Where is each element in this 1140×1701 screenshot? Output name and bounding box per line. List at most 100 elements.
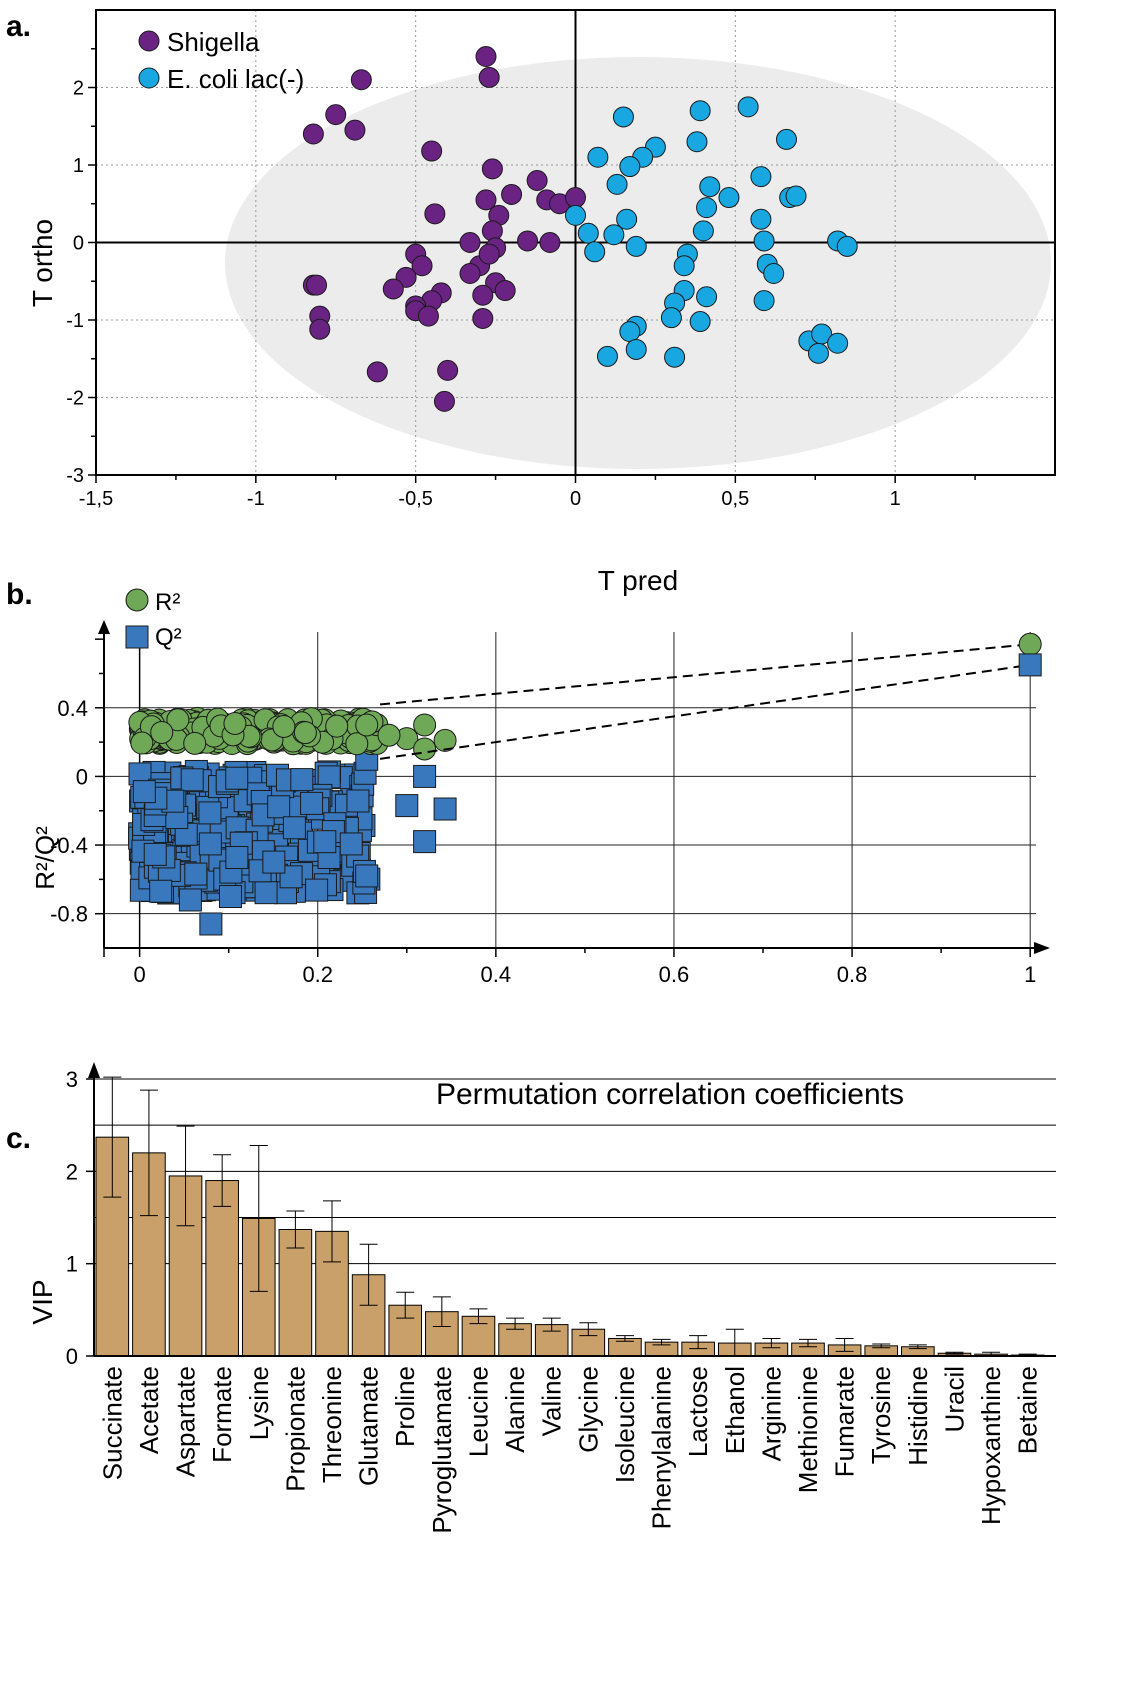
point-shigella bbox=[306, 274, 328, 296]
y-tick-label: -2 bbox=[66, 388, 84, 410]
r2-permutation-point bbox=[413, 737, 437, 761]
x-tick-label: 0 bbox=[133, 962, 145, 987]
point-ecoli bbox=[718, 187, 740, 209]
point-shigella bbox=[472, 307, 494, 329]
point-shigella bbox=[459, 232, 481, 253]
category-label: Lactose bbox=[683, 1366, 713, 1457]
q2-permutation-point bbox=[218, 885, 242, 909]
q2-permutation-point bbox=[279, 865, 303, 889]
point-ecoli bbox=[664, 346, 686, 368]
point-shigella bbox=[481, 220, 503, 242]
x-tick-label: 0,5 bbox=[721, 488, 749, 510]
bar-formate bbox=[205, 1180, 239, 1357]
r2-permutation-point bbox=[413, 713, 437, 737]
point-ecoli bbox=[699, 176, 721, 198]
panel-b-permutation: 0 0.2 0.4 0.6 0.8 1 0.4 0 -0.4 -0.8 R² Q² Permuta… bbox=[30, 588, 1050, 1111]
point-ecoli bbox=[807, 342, 829, 364]
point-shigella bbox=[424, 203, 446, 225]
x-tick-label: 0.6 bbox=[659, 962, 690, 987]
q2-permutation-point bbox=[132, 780, 156, 804]
x-axis-label-b: Permutation correlation coefficients bbox=[436, 1078, 904, 1111]
category-label: Alanine bbox=[500, 1366, 530, 1453]
y-axis-label-a: T ortho bbox=[27, 219, 58, 307]
panel-label-c: c. bbox=[6, 1122, 31, 1155]
y-tick-label: 2 bbox=[73, 78, 84, 100]
point-shigella bbox=[475, 189, 497, 211]
y-tick-label: -1 bbox=[66, 310, 84, 332]
category-label: Histidine bbox=[903, 1366, 933, 1466]
category-label: Isoleucine bbox=[610, 1366, 640, 1483]
category-label: Acetate bbox=[134, 1366, 164, 1454]
point-shigella bbox=[302, 123, 324, 145]
q2-permutation-point bbox=[290, 768, 314, 792]
r2-permutation-point bbox=[166, 708, 190, 732]
point-ecoli bbox=[673, 255, 695, 277]
q2-permutation-point bbox=[262, 850, 286, 874]
point-ecoli bbox=[619, 321, 641, 343]
point-ecoli bbox=[625, 235, 647, 257]
point-ecoli bbox=[750, 166, 772, 188]
category-label: Hypoxanthine bbox=[976, 1366, 1006, 1525]
y-tick-label: -0.4 bbox=[50, 833, 88, 858]
q2-permutation-point bbox=[300, 791, 324, 815]
r2-permutation-point bbox=[293, 721, 317, 745]
regression-line bbox=[379, 643, 1031, 706]
q2-permutation-point bbox=[282, 816, 306, 840]
legend-marker-ecoli bbox=[138, 67, 160, 89]
q2-permutation-point bbox=[413, 764, 437, 788]
q2-permutation-point bbox=[346, 789, 370, 813]
point-shigella bbox=[344, 119, 366, 141]
point-shigella bbox=[517, 230, 539, 252]
point-ecoli bbox=[836, 235, 858, 257]
x-tick-label: 0 bbox=[570, 488, 581, 510]
q2-permutation-point bbox=[199, 912, 223, 936]
category-label: Proline bbox=[390, 1366, 420, 1447]
y-axis-label-b: R²/Q² bbox=[30, 826, 60, 890]
legend-label-r2: R² bbox=[155, 589, 180, 616]
r2-permutation-point bbox=[433, 728, 457, 752]
point-shigella bbox=[565, 187, 586, 209]
panel-label-b: b. bbox=[6, 578, 33, 611]
point-shigella bbox=[501, 183, 523, 205]
regression-line bbox=[379, 663, 1031, 760]
category-label: Leucine bbox=[463, 1366, 493, 1457]
point-shigella bbox=[459, 263, 481, 284]
r2-permutation-point bbox=[150, 720, 174, 744]
point-ecoli bbox=[753, 290, 775, 312]
q2-permutation-point bbox=[254, 881, 278, 905]
point-ecoli bbox=[625, 338, 647, 360]
y-tick-label: 0 bbox=[73, 233, 84, 255]
legend-marker-q2 bbox=[125, 625, 149, 649]
y-tick-label: 1 bbox=[73, 155, 84, 177]
x-tick-label: 0.8 bbox=[837, 962, 868, 987]
x-tick-label: 0.4 bbox=[481, 962, 512, 987]
x-tick-label: 1 bbox=[890, 488, 901, 510]
q2-original-point bbox=[1018, 653, 1042, 677]
x-tick-label: -1,5 bbox=[79, 488, 113, 510]
y-axis-arrow bbox=[88, 1062, 100, 1078]
panel-c-vip-bars: Succinate Acetate Aspartate Formate Lysine Pr… bbox=[27, 1062, 1056, 1534]
point-shigella bbox=[481, 158, 503, 180]
q2-permutation-point bbox=[267, 795, 291, 819]
point-ecoli bbox=[565, 204, 586, 226]
category-label: Methionine bbox=[793, 1366, 823, 1493]
point-shigella bbox=[366, 361, 388, 383]
q2-permutation-point bbox=[184, 862, 208, 886]
point-shigella bbox=[494, 280, 516, 302]
point-shigella bbox=[417, 305, 439, 327]
q2-permutation-point bbox=[198, 832, 222, 856]
point-ecoli bbox=[660, 307, 682, 329]
point-ecoli bbox=[827, 332, 849, 354]
point-ecoli bbox=[619, 156, 641, 178]
point-shigella bbox=[350, 69, 372, 91]
r2-permutation-point bbox=[355, 713, 379, 737]
q2-permutation-point bbox=[225, 766, 249, 790]
r2-permutation-point bbox=[272, 714, 296, 738]
point-ecoli bbox=[696, 197, 718, 219]
point-ecoli bbox=[603, 224, 625, 246]
y-tick-label: 2 bbox=[66, 1159, 78, 1184]
y-axis-label-c: VIP bbox=[27, 1279, 58, 1324]
point-shigella bbox=[437, 359, 459, 381]
r2-original-point bbox=[1018, 632, 1042, 656]
